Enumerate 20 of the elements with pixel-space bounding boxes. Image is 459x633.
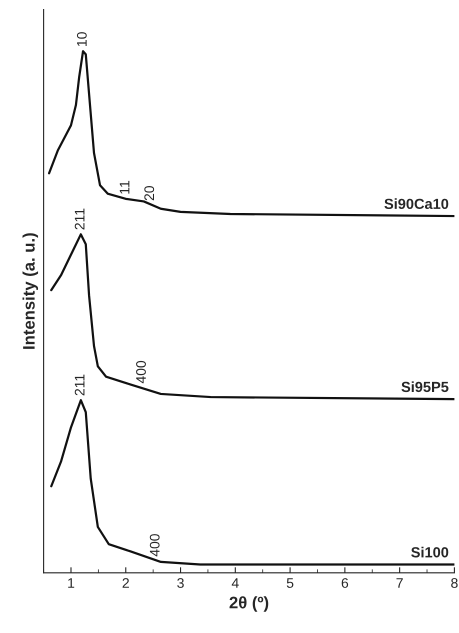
annotation: 20 — [144, 186, 154, 200]
series-label: Si100 — [411, 546, 448, 558]
x-tick-label: 3 — [177, 578, 184, 588]
series-label: Si95P5 — [401, 381, 448, 392]
y-axis-title: Intensity (a. u.) — [22, 233, 38, 349]
x-tick-label: 2 — [122, 578, 129, 588]
x-tick-label: 5 — [286, 578, 294, 588]
x-tick-label: 4 — [232, 578, 239, 588]
annotation: 11 — [120, 180, 130, 194]
annotation: 10 — [76, 32, 87, 46]
x-tick-label: 6 — [342, 578, 348, 588]
annotation: 211 — [74, 374, 84, 396]
x-tick-label: 1 — [68, 578, 74, 588]
x-axis-title: 2θ (º) — [230, 596, 268, 612]
annotation: 211 — [74, 208, 84, 230]
series-label: Si90Ca10 — [384, 198, 448, 210]
x-tick-label: 7 — [396, 578, 403, 588]
annotation: 400 — [150, 534, 160, 556]
x-tick-label: 8 — [451, 578, 458, 588]
annotation: 400 — [136, 360, 146, 384]
